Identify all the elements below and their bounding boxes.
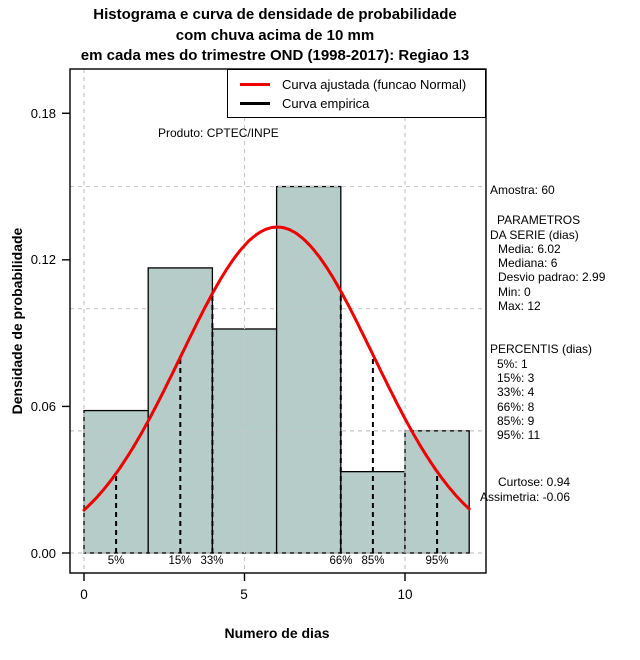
chart-title-line-3: em cada mes do trimestre OND (1998-2017)… — [80, 47, 470, 64]
legend-line-sample-red — [240, 83, 270, 86]
stat-min: Min: 0 — [498, 284, 531, 299]
percentile-label-15: 15% — [168, 555, 192, 567]
y-tick-label-0.18: 0.18 — [30, 106, 56, 121]
stat-max: Max: 12 — [498, 299, 541, 314]
y-tick-label-0.06: 0.06 — [30, 399, 56, 414]
percentile-label-33: 33% — [200, 555, 224, 567]
stat-desvio-padrao: Desvio padrao: 2.99 — [498, 270, 606, 285]
fitted-normal-curve — [82, 225, 471, 512]
stat-p5: 5%: 1 — [497, 356, 528, 371]
percentile-label-5: 5% — [107, 555, 125, 567]
percentile-label-95: 95% — [425, 555, 449, 567]
stat-assimetria: Assimetria: -0.06 — [480, 489, 571, 504]
percentile-label-66: 66% — [329, 555, 353, 567]
histogram-bar — [83, 409, 149, 554]
legend-label: Curva ajustada (funcao Normal) — [282, 77, 467, 92]
stat-media: Media: 6.02 — [498, 241, 561, 256]
chart-title-line-1: Histograma e curva de densidade de proba… — [93, 6, 457, 23]
stat-parametros: PARAMETROS — [497, 213, 581, 228]
stat-p15: 15%: 3 — [497, 370, 535, 385]
stat-p85: 85%: 9 — [497, 413, 535, 428]
y-tick-label-0.12: 0.12 — [30, 252, 56, 267]
legend-entry-fitted-curve: Curva ajustada (funcao Normal) — [228, 75, 485, 94]
histogram-bar — [275, 185, 342, 554]
chart-title-line-2: com chuva acima de 10 mm — [175, 26, 375, 44]
x-tick-label-10: 10 — [397, 587, 413, 602]
legend-label: Curva empirica — [282, 96, 370, 111]
y-axis-label: Densidade de probabilidade — [9, 227, 25, 415]
legend-entry-empirical-curve: Curva empirica — [228, 94, 485, 113]
stat-amostra: Amostra: 60 — [490, 183, 555, 197]
legend-box: Curva ajustada (funcao Normal) Curva emp… — [227, 69, 486, 118]
x-tick-label-0: 0 — [80, 587, 88, 602]
stat-da-serie: DA SERIE (dias) — [490, 227, 579, 242]
y-tick-label-0.00: 0.00 — [30, 545, 56, 561]
legend-line-sample-black — [240, 102, 270, 105]
source-annotation: Produto: CPTEC/INPE — [158, 126, 279, 140]
stat-p95: 95%: 11 — [497, 428, 541, 443]
stats-panel: Amostra: 60 PARAMETROS DA SERIE (dias) M… — [480, 183, 640, 504]
x-axis-label: Numero de dias — [224, 625, 330, 641]
stat-percentis: PERCENTIS (dias) — [490, 342, 593, 357]
x-tick-label-5: 5 — [240, 587, 248, 602]
stat-curtose: Curtose: 0.94 — [498, 475, 571, 490]
chart-title: Histograma e curva de densidade de proba… — [0, 5, 550, 67]
stat-p66: 66%: 8 — [497, 399, 535, 414]
stat-p33: 33%: 4 — [497, 385, 535, 400]
stat-mediana: Mediana: 6 — [498, 256, 558, 271]
percentile-label-85: 85% — [361, 555, 385, 567]
